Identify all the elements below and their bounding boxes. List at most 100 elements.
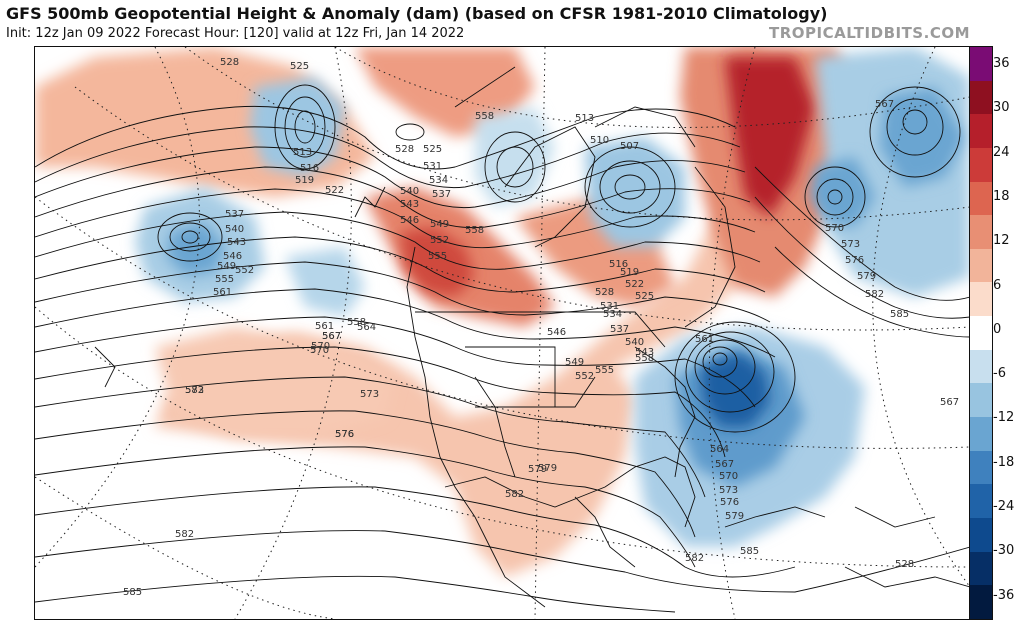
colorbar-swatch bbox=[970, 147, 992, 182]
colorbar-swatch bbox=[970, 417, 992, 451]
contour-label: 549 bbox=[430, 219, 449, 230]
contour-label: 567 bbox=[322, 331, 341, 342]
contour-label: 555 bbox=[428, 251, 447, 262]
contour-label: 537 bbox=[432, 189, 451, 200]
positive-anomaly-sw bbox=[155, 327, 395, 437]
positive-anomaly-greenland-core bbox=[725, 57, 815, 217]
contour-label: 561 bbox=[695, 334, 714, 345]
contour-label: 534 bbox=[429, 175, 448, 186]
contour-label: 573 bbox=[360, 389, 379, 400]
contour-label: 561 bbox=[213, 287, 232, 298]
negative-anomaly-hudson bbox=[585, 137, 685, 247]
contour-label: 573 bbox=[719, 485, 738, 496]
contour-label: 543 bbox=[227, 237, 246, 248]
contour-label: 525 bbox=[635, 291, 654, 302]
colorbar-swatch bbox=[970, 181, 992, 216]
negative-anomaly-gulf bbox=[285, 247, 365, 317]
contour-label: 576 bbox=[335, 429, 354, 440]
contour-label: 567 bbox=[322, 331, 341, 342]
contour-label: 552 bbox=[235, 265, 254, 276]
contour-label: 507 bbox=[620, 141, 639, 152]
colorbar-swatch bbox=[970, 282, 992, 317]
contour-label: 573 bbox=[185, 385, 204, 396]
colorbar-tick-label: 24 bbox=[993, 144, 1010, 160]
chart-subtitle: Init: 12z Jan 09 2022 Forecast Hour: [12… bbox=[6, 26, 465, 41]
contour-label: 549 bbox=[217, 261, 236, 272]
anomaly-shading bbox=[35, 47, 970, 577]
height-contours bbox=[35, 84, 970, 613]
contour-label: 525 bbox=[290, 61, 309, 72]
contour-label: 543 bbox=[635, 347, 654, 358]
contour-label: 579 bbox=[538, 463, 557, 474]
contour-label: 579 bbox=[725, 511, 744, 522]
colorbar-labels: 36 30 24 18 12 6 0 -6 -12 -18 -24 -30 -36 bbox=[993, 46, 1024, 618]
negative-anomaly-atlantic-core bbox=[880, 87, 965, 187]
contour-label: 525 bbox=[423, 144, 442, 155]
contour-label: 546 bbox=[223, 251, 242, 262]
negative-anomaly-atlantic-low2 bbox=[810, 157, 875, 227]
contour-label: 552 bbox=[575, 371, 594, 382]
contour-label: 558 bbox=[465, 225, 484, 236]
map-panel: 528 525 513 516 519 522 528 525 531 534 537 540 543 5… bbox=[34, 46, 971, 620]
contour-label: 579 bbox=[857, 271, 876, 282]
colorbar-tick-label: 36 bbox=[993, 56, 1010, 71]
colorbar-swatch bbox=[970, 80, 992, 115]
colorbar-swatch bbox=[970, 450, 992, 485]
colorbar-swatch bbox=[970, 585, 992, 619]
contour-label: 522 bbox=[325, 185, 344, 196]
contour-label: 516 bbox=[300, 163, 319, 174]
contour-label: 537 bbox=[225, 209, 244, 220]
contour-label: 531 bbox=[423, 161, 442, 172]
contour-label: 534 bbox=[603, 309, 622, 320]
contour-label: 555 bbox=[595, 365, 614, 376]
credit-watermark[interactable]: TROPICALTIDBITS.COM bbox=[769, 24, 970, 42]
contour-label: 567 bbox=[940, 397, 959, 408]
colorbar-swatch bbox=[970, 349, 992, 384]
colorbar-tick-label: -6 bbox=[993, 366, 1006, 382]
coastlines bbox=[94, 66, 970, 608]
contour-label: 528 bbox=[595, 287, 614, 298]
contour-label: 570 bbox=[825, 223, 844, 234]
contour-label: 516 bbox=[609, 259, 628, 270]
contour-label: 519 bbox=[620, 267, 639, 278]
contour-label: 570 bbox=[311, 341, 330, 352]
contour-label: 510 bbox=[590, 135, 609, 146]
negative-anomaly-arctic bbox=[475, 107, 555, 207]
negative-anomaly-pacific-core bbox=[167, 222, 225, 275]
contour-label: 573 bbox=[841, 239, 860, 250]
contour-label: 528 bbox=[895, 559, 914, 570]
anomaly-colorbar bbox=[969, 46, 993, 620]
colorbar-swatch bbox=[970, 114, 992, 148]
contour-label: 522 bbox=[625, 279, 644, 290]
contour-label: 528 bbox=[395, 144, 414, 155]
contour-label: 564 bbox=[357, 322, 376, 333]
contour-label: 537 bbox=[610, 324, 629, 335]
contour-label: 585 bbox=[740, 546, 759, 557]
contour-label: 570 bbox=[719, 471, 738, 482]
contour-label: 513 bbox=[575, 113, 594, 124]
contour-label: 543 bbox=[400, 199, 419, 210]
contour-label: 585 bbox=[123, 587, 142, 598]
contour-label: 582 bbox=[685, 553, 704, 564]
colorbar-swatch bbox=[970, 551, 992, 586]
contour-label: 513 bbox=[293, 147, 312, 158]
contour-label: 558 bbox=[635, 353, 654, 364]
contour-label: 540 bbox=[400, 186, 419, 197]
contour-label: 546 bbox=[547, 327, 566, 338]
contour-label: 552 bbox=[430, 235, 449, 246]
contour-label: 582 bbox=[505, 489, 524, 500]
contour-label: 585 bbox=[890, 309, 909, 320]
contour-label: 558 bbox=[347, 317, 366, 328]
colorbar-tick-label: -24 bbox=[993, 499, 1015, 514]
contour-label: 564 bbox=[710, 444, 729, 455]
colorbar-swatch bbox=[970, 383, 992, 418]
contour-label: 582 bbox=[865, 289, 884, 300]
contour-label: 531 bbox=[600, 301, 619, 312]
colorbar-tick-label: 6 bbox=[993, 277, 1002, 293]
contour-label: 549 bbox=[565, 357, 584, 368]
colorbar-tick-label: -12 bbox=[993, 410, 1015, 426]
contour-label: 561 bbox=[315, 321, 334, 332]
contour-label: 546 bbox=[400, 215, 419, 226]
colorbar-swatch bbox=[970, 47, 992, 81]
